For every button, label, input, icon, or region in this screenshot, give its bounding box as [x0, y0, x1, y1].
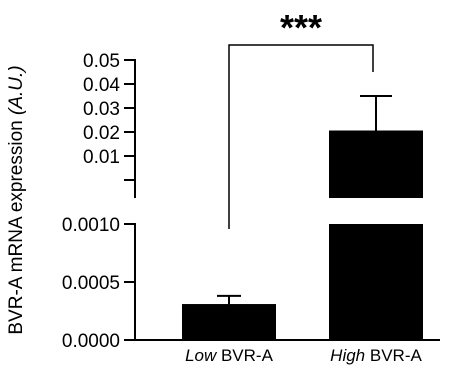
bar-high-bva-lower — [329, 224, 423, 340]
upper-ticks — [124, 59, 135, 181]
lower-ticks — [124, 223, 135, 341]
bar-low-bva — [182, 304, 276, 340]
significance-label: *** — [280, 7, 322, 48]
y-tick-label: 0.05 — [83, 51, 120, 72]
error-bar-low — [217, 294, 241, 305]
y-tick-label: 0.0005 — [62, 273, 120, 294]
y-axis-title: BVR-A mRNA expression (A.U.) — [6, 65, 27, 334]
error-bar-high — [360, 95, 392, 131]
x-tick-label-high: High BVR-A — [330, 346, 422, 365]
y-axis-title-main: BVR-A mRNA expression — [6, 115, 27, 335]
y-tick-label: 0.01 — [83, 147, 120, 168]
y-tick-label: 0.04 — [83, 75, 120, 96]
bar-high-bva-upper — [329, 130, 423, 198]
y-tick-label: 0.0010 — [62, 215, 120, 236]
y-tick-label: 0.03 — [83, 99, 120, 120]
y-tick-label: 0.02 — [83, 123, 120, 144]
y-tick-label: 0.0000 — [62, 331, 120, 352]
significance-bracket — [228, 44, 374, 229]
x-tick-label-low: Low BVR-A — [185, 346, 274, 365]
y-axis-title-unit: (A.U.) — [6, 65, 27, 115]
